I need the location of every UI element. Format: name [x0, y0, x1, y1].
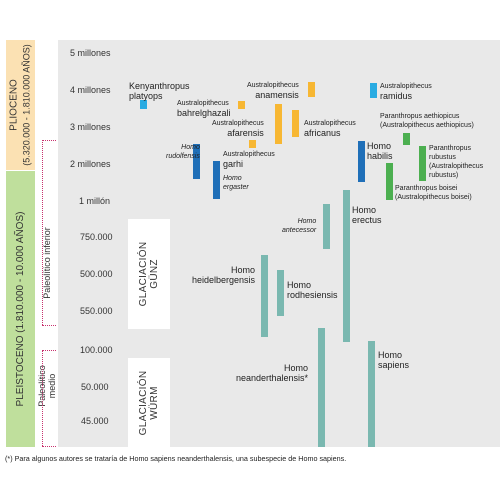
label-rhodesiensis: Homo rodhesiensis: [287, 280, 338, 300]
bar-garhi: [249, 140, 256, 148]
bracket-middle-bottom: [42, 446, 56, 447]
bar-africanus: [292, 110, 299, 137]
tick-2m: 2 millones: [70, 159, 111, 169]
label-aethiopicus: Paranthropus aethiopicus (Australopithecu…: [380, 113, 474, 129]
bracket-lower-bottom: [42, 325, 56, 326]
bar-antecessor: [323, 204, 330, 249]
label-erectus: Homo erectus: [352, 205, 382, 225]
label-ergaster: Homo ergaster: [223, 175, 249, 191]
subperiod-middle: Paleolítico medio: [36, 356, 58, 416]
glaciation-wurm-label: GLACIACIÓN WÜRM: [138, 370, 160, 435]
bracket-lower-vert: [42, 140, 43, 325]
subperiod-lower: Paleolítico inferior: [36, 171, 58, 355]
bar-ramidus: [370, 83, 377, 98]
bar-sapiens: [368, 341, 375, 447]
bar-robustus: [419, 146, 426, 181]
label-neanderthalensis: Homo neanderthalensis*: [236, 363, 309, 383]
label-ramidus: Australopithecus ramidus: [380, 83, 432, 101]
glaciation-gunz-label: GLACIACIÓN GÜNZ: [138, 241, 160, 307]
bar-neanderthalensis: [318, 328, 325, 447]
bracket-middle-vert: [42, 350, 43, 446]
bar-afarensis: [275, 104, 282, 144]
bar-rhodesiensis: [277, 270, 284, 316]
tick-550k: 550.000: [80, 306, 113, 316]
chart-background: [58, 40, 500, 447]
label-bahrelghazali: Australopithecus bahrelghazali: [177, 100, 231, 118]
tick-750k: 750.000: [80, 232, 113, 242]
label-boisei: Paranthropus boisei (Australopithecus boi…: [395, 185, 472, 201]
bracket-middle-top: [42, 350, 56, 351]
footnote: (*) Para algunos autores se trataría de …: [5, 454, 347, 463]
tick-3m: 3 millones: [70, 122, 111, 132]
glaciation-gunz: GLACIACIÓN GÜNZ: [128, 219, 170, 329]
label-heidelbergensis: Homo heidelbergensis: [192, 265, 256, 285]
bar-boisei: [386, 163, 393, 200]
label-africanus: Australopithecus africanus: [304, 120, 356, 138]
tick-5m: 5 millones: [70, 48, 111, 58]
subperiod-middle-label: Paleolítico medio: [37, 365, 57, 407]
bar-erectus: [343, 190, 350, 342]
label-afarensis: Australopithecus afarensis: [212, 120, 264, 138]
tick-1m: 1 millón: [79, 196, 111, 206]
label-garhi: Australopithecus garhi: [223, 151, 275, 169]
bar-rudolfensis: [193, 144, 200, 179]
bar-anamensis: [308, 82, 315, 97]
label-anamensis: Australopithecus anamensis: [247, 82, 299, 100]
tick-4m: 4 millones: [70, 85, 111, 95]
bar-ergaster: [213, 161, 220, 199]
era-pleistocene-label: PLEISTOCENO (1.810.000 - 10.000 AÑOS): [14, 211, 26, 407]
bar-kenyanthropus: [140, 100, 147, 109]
glaciation-wurm: GLACIACIÓN WÜRM: [128, 358, 170, 447]
label-rudolfensis: Homo rudolfensis: [166, 144, 200, 160]
tick-500k: 500.000: [80, 269, 113, 279]
bar-aethiopicus: [403, 133, 410, 145]
tick-50k: 50.000: [81, 382, 109, 392]
era-pliocene-label: PLIOCENO (5.320.000 - 1.810.000 AÑOS): [8, 44, 31, 166]
label-kenyanthropus: Kenyanthropus platyops: [129, 81, 190, 101]
bracket-lower-top: [42, 140, 56, 141]
bar-habilis: [358, 141, 365, 182]
bar-heidelbergensis: [261, 255, 268, 337]
bar-bahrelghazali: [238, 101, 245, 109]
label-antecessor: Homo antecessor: [282, 218, 317, 234]
era-pleistocene: PLEISTOCENO (1.810.000 - 10.000 AÑOS): [6, 171, 35, 447]
tick-100k: 100.000: [80, 345, 113, 355]
era-pliocene: PLIOCENO (5.320.000 - 1.810.000 AÑOS): [6, 40, 35, 170]
tick-45k: 45.000: [81, 416, 109, 426]
label-habilis: Homo habilis: [367, 141, 393, 161]
label-sapiens: Homo sapiens: [378, 350, 410, 370]
label-robustus: Paranthropus rubustus (Australopithecus rub…: [429, 145, 484, 179]
